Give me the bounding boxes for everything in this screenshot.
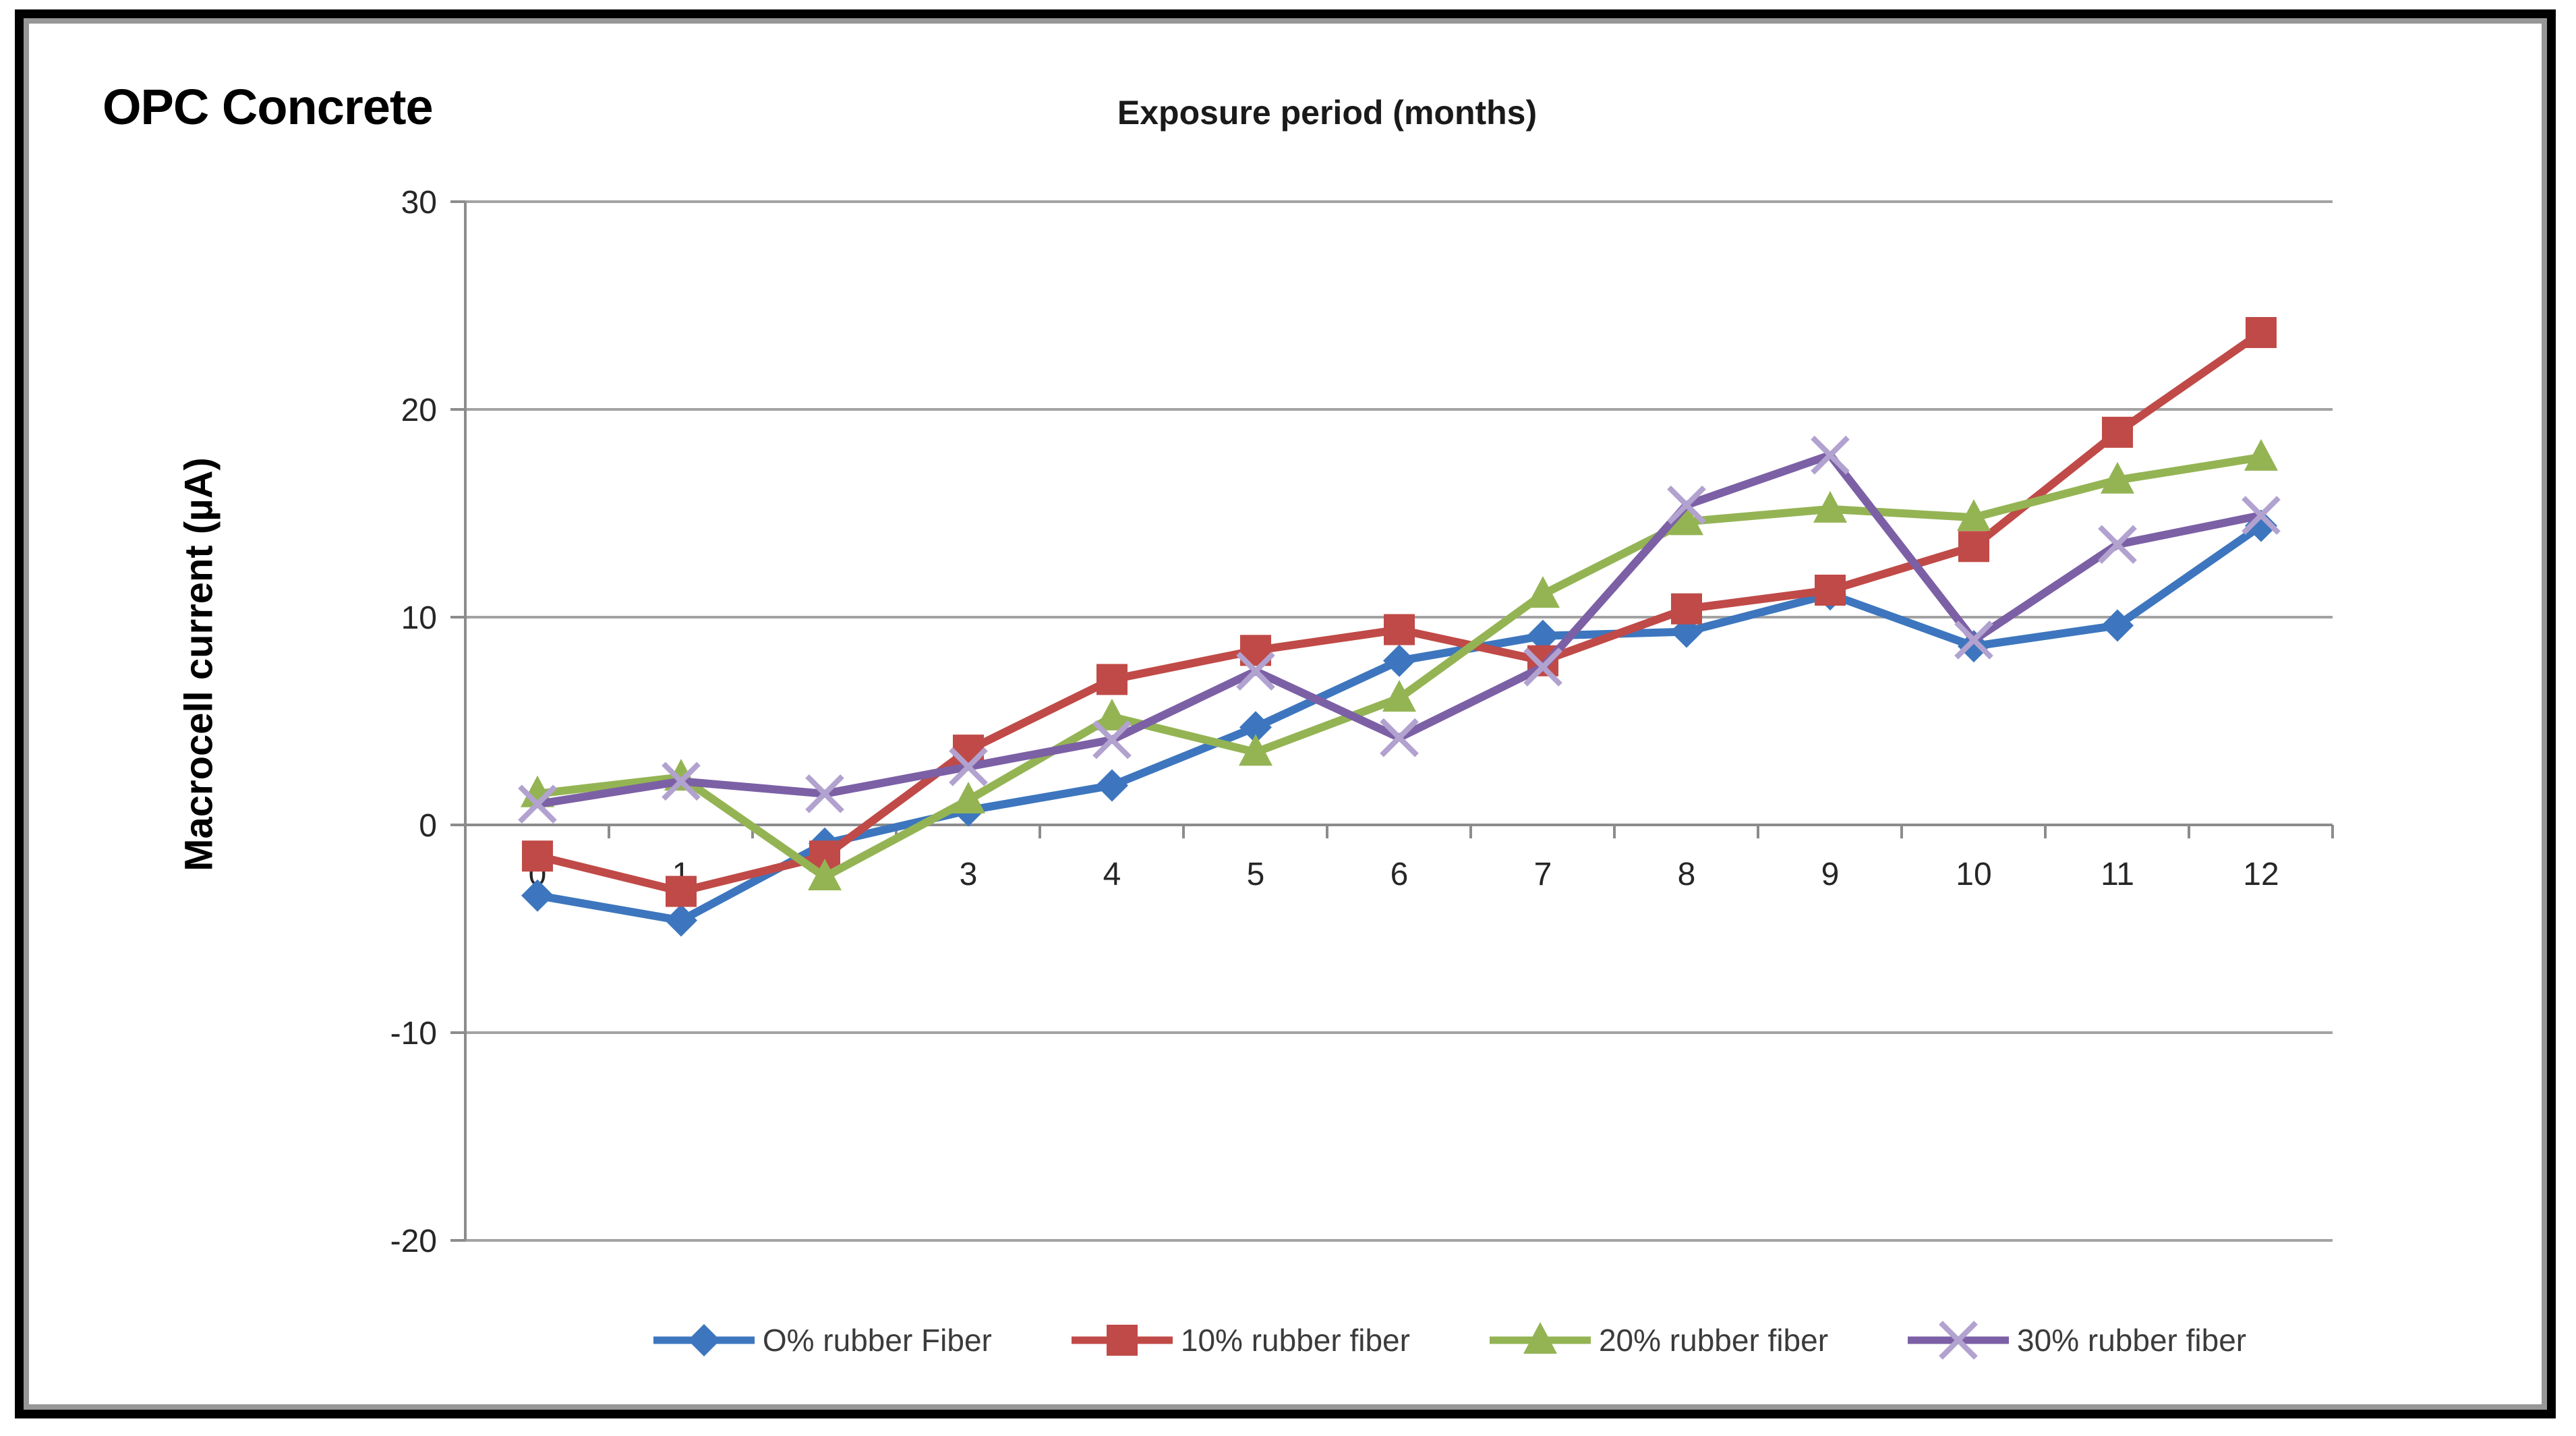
y-axis-tick-label: 20 [401,393,437,428]
x-marker [2242,496,2281,535]
triangle-marker [1670,503,1703,536]
triangle-marker [1813,490,1847,523]
x-axis-title: Exposure period (months) [1117,94,1538,132]
x-axis-tick-label: 6 [1391,857,1409,892]
x-marker [1811,435,1850,475]
y-axis-tick-label: 0 [419,808,437,844]
diamond-marker [2101,609,2134,642]
x-axis-tick-label: 7 [1534,857,1552,892]
triangle-marker [2244,438,2278,471]
x-marker [662,762,701,801]
chart-legend: O% rubber Fiber 10% rubber fiber 20% rubbe… [351,1317,2549,1364]
square-marker [2102,416,2133,448]
chart-title: OPC Concrete [103,79,434,135]
x-marker [1939,1321,1978,1360]
square-marker [1671,593,1702,625]
x-axis-tick-label: 4 [1103,857,1121,892]
square-marker [1958,531,1989,563]
legend-item-o%-rubber-fiber: O% rubber Fiber [653,1317,992,1364]
triangle-marker [1382,680,1416,712]
x-marker [1954,621,1993,660]
y-axis-tick-label: -10 [390,1016,437,1052]
legend-item-30%-rubber-fiber: 30% rubber fiber [1908,1317,2246,1364]
x-axis-tick-label: 8 [1678,857,1696,892]
legend-item-10%-rubber-fiber: 10% rubber fiber [1071,1317,1410,1364]
legend-label: 30% rubber fiber [2017,1323,2247,1358]
diamond-marker [1239,711,1272,744]
x-marker [805,774,844,813]
triangle-marker [2101,461,2134,494]
x-marker [949,747,988,786]
legend-label: O% rubber Fiber [762,1323,992,1358]
x-marker [1667,485,1706,525]
y-axis-tick-label: -20 [390,1224,437,1259]
legend-label: 20% rubber fiber [1598,1323,1829,1358]
x-axis-tick-label: 5 [1247,857,1265,892]
diamond-marker [1383,644,1415,677]
x-marker [1236,652,1275,691]
x-marker [1523,648,1562,687]
x-marker [518,784,557,824]
square-marker [953,735,984,766]
square-marker [1384,614,1415,645]
diamond-marker [665,904,697,937]
square-marker [1815,574,1846,606]
x-marker [1380,718,1419,757]
legend-diamond-marker-icon [653,1324,755,1356]
triangle-marker [1523,1322,1557,1354]
gridlines [465,200,2333,1242]
legend-label: 10% rubber fiber [1180,1323,1410,1358]
x-axis-tick-label: 10 [1956,857,1991,892]
legend-square-marker-icon [1071,1325,1173,1356]
y-axis: 30 20 10 0 -10 -20 [390,185,467,1259]
diamond-marker [1527,619,1559,652]
y-axis-tick-label: 10 [401,600,437,636]
x-axis-tick-label: 11 [2101,857,2134,892]
x-marker [1092,720,1132,759]
legend-x-marker-icon [1908,1321,2010,1360]
x-axis-tick-label: 9 [1821,857,1840,892]
square-marker [1096,664,1128,695]
series-10%-rubber-fiber [522,317,2277,907]
triangle-marker [1957,499,1991,532]
square-marker [2246,317,2277,349]
series-line [533,328,2265,896]
series-30%-rubber-fiber [518,435,2281,824]
legend-item-20%-rubber-fiber: 20% rubber fiber [1489,1317,1829,1364]
x-marker [2098,525,2137,565]
diamond-marker [521,879,554,912]
legend-triangle-marker-icon [1489,1322,1591,1354]
triangle-marker [808,859,842,890]
square-marker [666,875,697,907]
diamond-marker [687,1324,720,1356]
x-axis-tick-label: 3 [960,857,978,892]
triangle-marker [952,782,985,814]
x-axis-tick-label: 12 [2243,857,2279,892]
square-marker [1106,1325,1138,1356]
square-marker [522,840,553,872]
triangle-marker [1526,576,1560,608]
diamond-marker [1096,769,1128,802]
triangle-marker [1095,698,1129,730]
y-axis-tick-label: 30 [401,185,437,221]
triangle-marker [1239,734,1272,766]
